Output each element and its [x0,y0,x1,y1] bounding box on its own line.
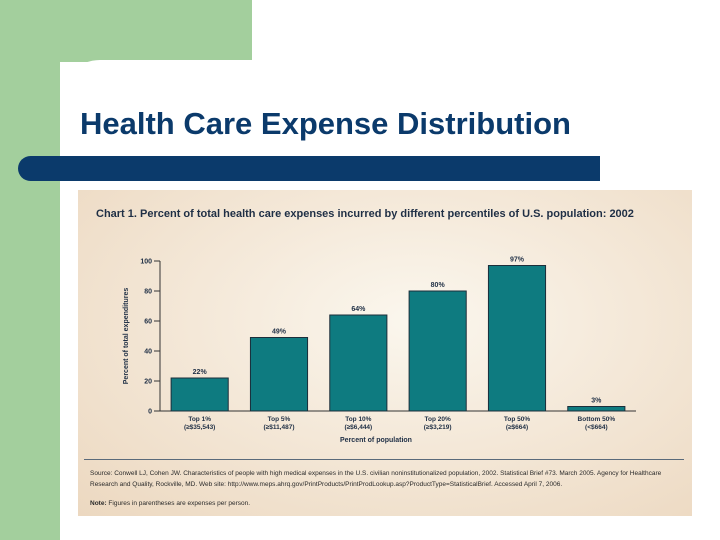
x-tick-label: Top 20% [425,416,451,423]
x-tick-label: Top 5% [268,416,291,423]
y-tick-label: 60 [144,319,152,326]
source-citation: Source: Conwell LJ, Cohen JW. Characteri… [90,470,662,488]
x-tick-sublabel: (≥$35,543) [184,424,215,431]
title-underline-bar [18,156,600,181]
x-tick-label: Top 10% [345,416,371,423]
x-tick-sublabel: (≥$11,487) [263,424,294,431]
y-axis-title: Percent of total expenditures [123,288,130,385]
chart-title: Chart 1. Percent of total health care ex… [96,208,634,220]
source-divider [84,459,684,460]
bar-value-label: 64% [351,306,366,313]
y-tick-label: 80 [144,289,152,296]
x-tick-sublabel: (≥$6,444) [344,424,372,431]
bar-value-label: 22% [193,369,208,376]
left-green-band [0,0,60,540]
y-tick-label: 20 [144,379,152,386]
bar [170,377,229,412]
bar [487,265,547,412]
bar [567,406,626,412]
x-tick-label: Top 50% [504,416,530,423]
x-tick-sublabel: (≥$3,219) [424,424,452,431]
bar-value-label: 97% [510,257,525,264]
bar [329,314,388,412]
slide-title: Health Care Expense Distribution [80,106,571,141]
x-axis-title: Percent of population [340,437,412,444]
y-tick-label: 0 [148,409,152,416]
note-label: Note: [90,500,107,507]
top-green-block [0,0,252,62]
x-tick-sublabel: (≥$664) [506,424,528,431]
chart-figure: Chart 1. Percent of total health care ex… [78,190,692,516]
x-tick-sublabel: (<$664) [585,424,608,431]
bar [249,337,309,412]
bar-value-label: 49% [272,329,287,336]
x-tick-label: Top 1% [188,416,211,423]
y-tick-label: 100 [140,259,152,266]
bar-chart: 0 20 40 60 80 100 Percent of total expenditure… [123,257,636,444]
note-text: Figures in parentheses are expenses per … [108,500,251,507]
x-tick-label: Bottom 50% [578,416,616,423]
chart-note: Note: Figures in parentheses are expense… [90,500,250,507]
bar-value-label: 3% [591,398,602,405]
bar-value-label: 80% [431,282,446,289]
y-tick-label: 40 [144,349,152,356]
bar [408,290,467,412]
